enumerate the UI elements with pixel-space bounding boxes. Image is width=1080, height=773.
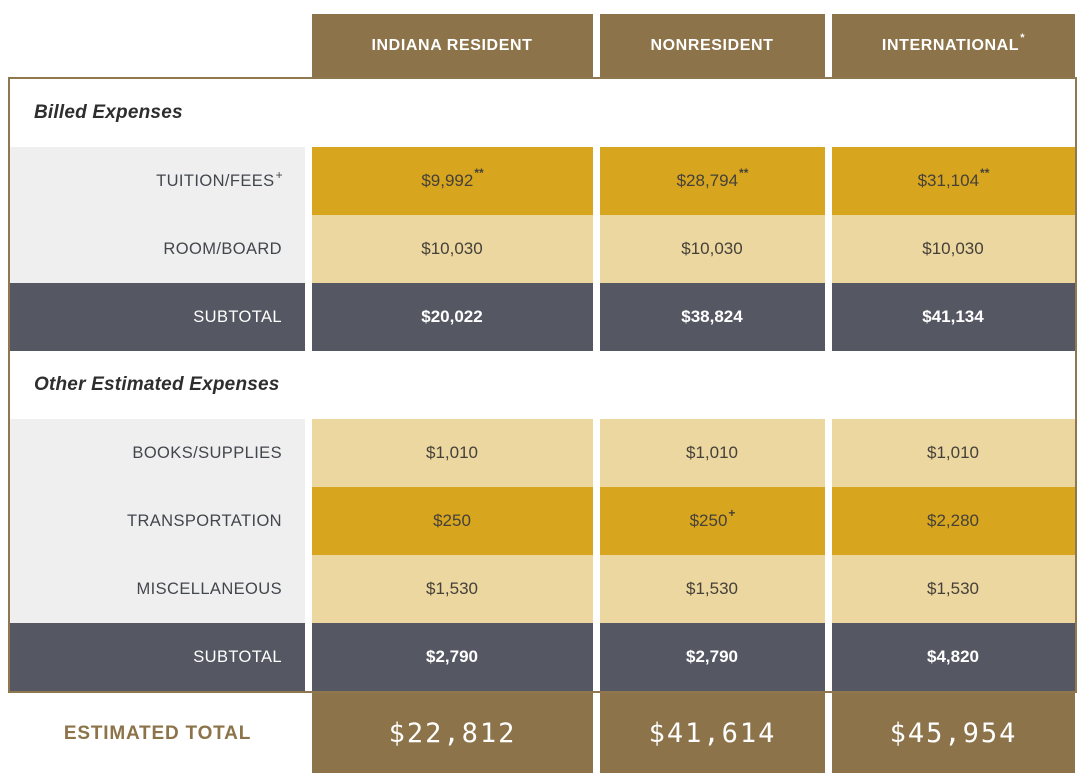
cell-value: $28,794 xyxy=(676,171,739,190)
cell-value: $250 xyxy=(689,511,728,530)
cell-value: $31,104 xyxy=(917,171,980,190)
cell-value: $20,022 xyxy=(421,307,483,326)
cell-value: $9,992 xyxy=(421,171,474,190)
footnote-marker: * xyxy=(1020,31,1026,44)
row-label-tuition-fees: TUITION/FEES + xyxy=(10,147,305,215)
cell-transportation-indiana: $250 xyxy=(312,487,593,555)
estimated-total-label: ESTIMATED TOTAL xyxy=(63,722,252,744)
cell-value: $2,790 xyxy=(426,647,478,666)
table-row-room-board: ROOM/BOARD $10,030 $10,030 $10,030 xyxy=(10,215,1075,283)
table-row-tuition-fees: TUITION/FEES + $9,992 ** $28,794 ** $31,104… xyxy=(10,147,1075,215)
row-label-transportation: TRANSPORTATION xyxy=(10,487,305,555)
column-header-label: NONRESIDENT xyxy=(650,36,774,54)
cell-billed-subtotal-international: $41,134 xyxy=(832,283,1075,351)
cell-value: $4,820 xyxy=(927,647,979,666)
cell-tuition-nonresident: $28,794 ** xyxy=(600,147,825,215)
footnote-marker: ** xyxy=(980,166,990,180)
column-header-international: INTERNATIONAL * xyxy=(832,14,1075,77)
cell-books-international: $1,010 xyxy=(832,419,1075,487)
footnote-marker: + xyxy=(275,168,283,182)
cell-books-indiana: $1,010 xyxy=(312,419,593,487)
cell-value: $2,280 xyxy=(927,511,979,530)
cell-other-subtotal-international: $4,820 xyxy=(832,623,1075,691)
section-title: Billed Expenses xyxy=(34,102,183,123)
section-header-other-estimated-expenses: Other Estimated Expenses xyxy=(10,351,1075,419)
cell-tuition-international: $31,104 ** xyxy=(832,147,1075,215)
section-header-billed-expenses: Billed Expenses xyxy=(10,79,1075,147)
cell-miscellaneous-nonresident: $1,530 xyxy=(600,555,825,623)
table-row-other-subtotal: SUBTOTAL $2,790 $2,790 $4,820 xyxy=(10,623,1075,691)
row-label: SUBTOTAL xyxy=(193,647,282,666)
cell-billed-subtotal-indiana: $20,022 xyxy=(312,283,593,351)
row-label: MISCELLANEOUS xyxy=(136,579,282,598)
column-header-nonresident: NONRESIDENT xyxy=(600,14,825,77)
cell-value: $1,010 xyxy=(686,443,738,462)
table-row-miscellaneous: MISCELLANEOUS $1,530 $1,530 $1,530 xyxy=(10,555,1075,623)
cell-value: $10,030 xyxy=(681,239,743,258)
cell-value: $1,530 xyxy=(927,579,979,598)
cell-room-indiana: $10,030 xyxy=(312,215,593,283)
cell-transportation-nonresident: $250 + xyxy=(600,487,825,555)
cell-room-nonresident: $10,030 xyxy=(600,215,825,283)
row-label-billed-subtotal: SUBTOTAL xyxy=(10,283,305,351)
cost-table: INDIANA RESIDENT NONRESIDENT INTERNATION… xyxy=(0,14,1080,773)
table-body: Billed Expenses TUITION/FEES + $9,992 ** $… xyxy=(8,77,1077,693)
cell-estimated-total-nonresident: $41,614 xyxy=(600,693,825,773)
footnote-marker: ** xyxy=(474,166,484,180)
column-header-label: INTERNATIONAL xyxy=(881,36,1020,54)
column-header-label: INDIANA RESIDENT xyxy=(371,36,533,54)
cell-other-subtotal-nonresident: $2,790 xyxy=(600,623,825,691)
table-row-billed-subtotal: SUBTOTAL $20,022 $38,824 $41,134 xyxy=(10,283,1075,351)
section-title: Other Estimated Expenses xyxy=(34,374,280,395)
footnote-marker: ** xyxy=(739,166,749,180)
row-label-other-subtotal: SUBTOTAL xyxy=(10,623,305,691)
footnote-marker: + xyxy=(728,506,736,520)
cell-tuition-indiana: $9,992 ** xyxy=(312,147,593,215)
row-label: BOOKS/SUPPLIES xyxy=(132,443,282,462)
table-row-books-supplies: BOOKS/SUPPLIES $1,010 $1,010 $1,010 xyxy=(10,419,1075,487)
cell-miscellaneous-indiana: $1,530 xyxy=(312,555,593,623)
column-header-row: INDIANA RESIDENT NONRESIDENT INTERNATION… xyxy=(10,14,1075,77)
table-row-estimated-total: ESTIMATED TOTAL $22,812 $41,614 $45,954 xyxy=(10,693,1075,773)
cell-miscellaneous-international: $1,530 xyxy=(832,555,1075,623)
cell-value: $10,030 xyxy=(421,239,483,258)
cell-value: $1,010 xyxy=(426,443,478,462)
cell-billed-subtotal-nonresident: $38,824 xyxy=(600,283,825,351)
row-label-books-supplies: BOOKS/SUPPLIES xyxy=(10,419,305,487)
cell-room-international: $10,030 xyxy=(832,215,1075,283)
table-row-transportation: TRANSPORTATION $250 $250 + $2,280 xyxy=(10,487,1075,555)
row-label-miscellaneous: MISCELLANEOUS xyxy=(10,555,305,623)
row-label-room-board: ROOM/BOARD xyxy=(10,215,305,283)
cell-value: $10,030 xyxy=(922,239,984,258)
cell-value: $250 xyxy=(433,511,471,530)
cell-estimated-total-indiana: $22,812 xyxy=(312,693,593,773)
cell-value: $38,824 xyxy=(681,307,743,326)
cell-books-nonresident: $1,010 xyxy=(600,419,825,487)
row-label: TUITION/FEES xyxy=(156,171,275,190)
cell-value: $1,530 xyxy=(686,579,738,598)
row-label: SUBTOTAL xyxy=(193,307,282,326)
header-spacer xyxy=(10,14,305,77)
cell-other-subtotal-indiana: $2,790 xyxy=(312,623,593,691)
cell-value: $1,530 xyxy=(426,579,478,598)
column-header-indiana-resident: INDIANA RESIDENT xyxy=(312,14,593,77)
cell-value: $41,134 xyxy=(922,307,984,326)
cell-value: $1,010 xyxy=(927,443,979,462)
row-label: ROOM/BOARD xyxy=(163,239,282,258)
cell-transportation-international: $2,280 xyxy=(832,487,1075,555)
row-label: TRANSPORTATION xyxy=(126,511,282,530)
cell-estimated-total-international: $45,954 xyxy=(832,693,1075,773)
cell-value: $2,790 xyxy=(686,647,738,666)
